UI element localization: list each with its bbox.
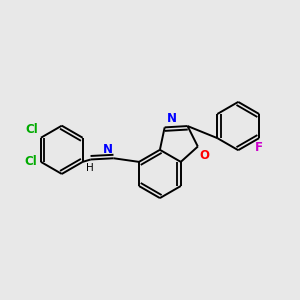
Text: N: N xyxy=(102,143,112,156)
Text: F: F xyxy=(255,141,263,154)
Text: O: O xyxy=(200,149,210,162)
Text: N: N xyxy=(167,112,177,125)
Text: H: H xyxy=(86,163,94,172)
Text: Cl: Cl xyxy=(26,123,38,136)
Text: Cl: Cl xyxy=(24,155,37,168)
